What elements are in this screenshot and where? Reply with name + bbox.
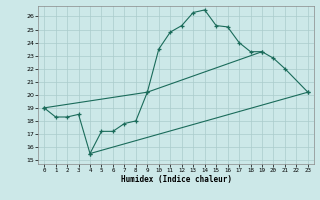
X-axis label: Humidex (Indice chaleur): Humidex (Indice chaleur) <box>121 175 231 184</box>
